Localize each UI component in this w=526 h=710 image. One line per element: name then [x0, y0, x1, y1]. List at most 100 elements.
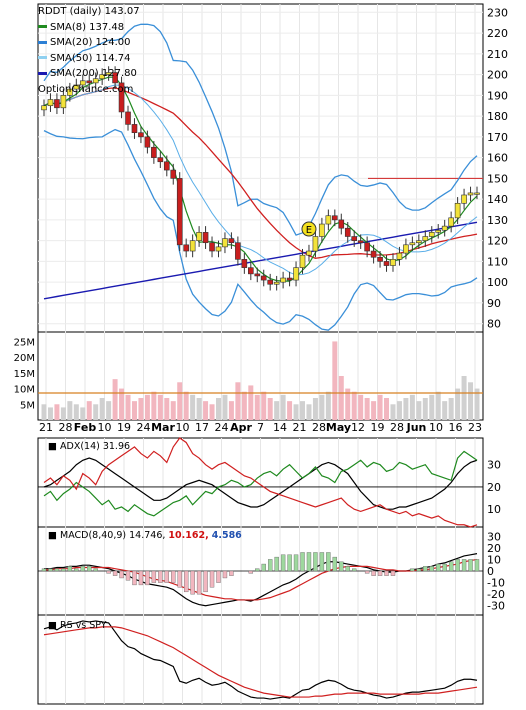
macd-histogram-bar — [48, 568, 53, 572]
macd-histogram-bar — [164, 570, 169, 583]
price-tick-label: 110 — [487, 255, 508, 268]
legend-sma200: SMA(200) 127.80 — [38, 66, 140, 82]
x-tick-label: 19 — [117, 421, 131, 434]
candle — [86, 80, 93, 84]
volume-bar — [209, 404, 215, 420]
candle — [138, 132, 144, 138]
earnings-marker — [301, 221, 317, 237]
macd-histogram-bar — [80, 566, 85, 572]
candle — [428, 232, 435, 237]
bollinger-lower-line — [43, 128, 478, 331]
volume-bar — [80, 407, 86, 420]
candle — [241, 259, 248, 268]
candle — [170, 169, 177, 179]
candle — [105, 72, 112, 75]
macd-histogram-bar — [461, 559, 467, 572]
macd-histogram-bar — [209, 570, 215, 588]
volume-bar — [396, 401, 402, 420]
volume-bar — [358, 394, 364, 420]
volume-bar — [183, 391, 189, 420]
candle — [112, 72, 118, 84]
macd-tick-label: 30 — [487, 530, 501, 543]
macd-histogram-bar — [229, 570, 234, 576]
candle — [409, 242, 416, 246]
candle — [383, 261, 390, 266]
volume-bar — [151, 391, 157, 420]
x-tick-label: Jun — [406, 421, 427, 434]
macd-histogram-bar — [119, 570, 124, 579]
volume-bar — [293, 404, 299, 420]
adx-series-0 — [43, 457, 478, 510]
macd-tick-label: -10 — [487, 577, 505, 590]
price-tick-label: 190 — [487, 89, 508, 102]
macd-histogram-bar — [300, 552, 305, 572]
volume-bar — [390, 404, 396, 420]
macd-histogram-bar — [429, 566, 434, 572]
adx-tick-label: 20 — [487, 481, 501, 494]
x-tick-label: 23 — [468, 421, 482, 434]
volume-bar — [203, 401, 209, 420]
rs-series-0 — [43, 620, 478, 700]
candle — [293, 267, 299, 281]
volume-bar — [144, 394, 150, 420]
candle — [222, 238, 228, 248]
x-tick-label: 21 — [293, 421, 307, 434]
candle — [92, 78, 99, 84]
volume-bar — [364, 398, 370, 420]
macd-histogram-bar — [222, 570, 228, 579]
candle — [189, 240, 196, 252]
macd-histogram-bar — [67, 566, 73, 572]
adx-series-2 — [43, 437, 478, 528]
candle — [176, 178, 183, 246]
candle — [344, 227, 351, 237]
macd-histogram-bar — [61, 568, 66, 572]
x-tick-label: 16 — [449, 421, 463, 434]
volume-bar — [99, 398, 105, 420]
volume-bar — [461, 376, 467, 420]
candle — [377, 256, 383, 262]
x-tick-label: 12 — [351, 421, 365, 434]
candle — [325, 215, 332, 225]
candle — [338, 219, 345, 229]
volume-bar — [131, 401, 137, 420]
macd-histogram-bar — [474, 559, 480, 572]
volume-bar — [170, 401, 176, 420]
candle — [125, 111, 131, 125]
candle — [151, 146, 157, 158]
macd-histogram-bar — [442, 563, 447, 572]
macd-tick-label: 0 — [487, 565, 494, 578]
macd-tick-label: -20 — [487, 588, 505, 601]
macd-histogram-bar — [377, 570, 383, 576]
adx-tick-label: 10 — [487, 503, 501, 516]
candle — [54, 99, 60, 109]
candle — [144, 136, 151, 148]
candle — [351, 236, 358, 241]
price-tick-label: 180 — [487, 110, 508, 123]
x-tick-label: 10 — [429, 421, 443, 434]
candle — [286, 277, 293, 281]
macd-histogram-bar — [138, 570, 144, 586]
x-tick-label: May — [326, 421, 351, 434]
volume-bar — [157, 394, 163, 420]
candle — [390, 259, 396, 266]
macd-histogram-bar — [448, 561, 454, 572]
candle — [416, 240, 422, 244]
legend-sma20-label: SMA(20) 124.00 — [50, 37, 131, 48]
candle — [157, 157, 164, 163]
x-tick-label: 28 — [312, 421, 326, 434]
volume-bar — [319, 394, 325, 420]
macd-histogram-bar — [436, 563, 441, 572]
volume-bar — [261, 391, 267, 420]
volume-bar — [54, 404, 60, 420]
x-tick-label: 24 — [215, 421, 229, 434]
volume-bar — [190, 394, 196, 420]
x-tick-label: 14 — [273, 421, 287, 434]
candle — [47, 99, 54, 107]
macd-histogram-bar — [203, 570, 208, 593]
macd-histogram-bar — [313, 552, 318, 572]
legend-sma200-label: SMA(200) 127.80 — [50, 68, 137, 79]
x-tick-label: 17 — [195, 421, 209, 434]
candle — [118, 82, 125, 113]
candle — [196, 232, 202, 241]
volume-bar — [384, 398, 390, 420]
